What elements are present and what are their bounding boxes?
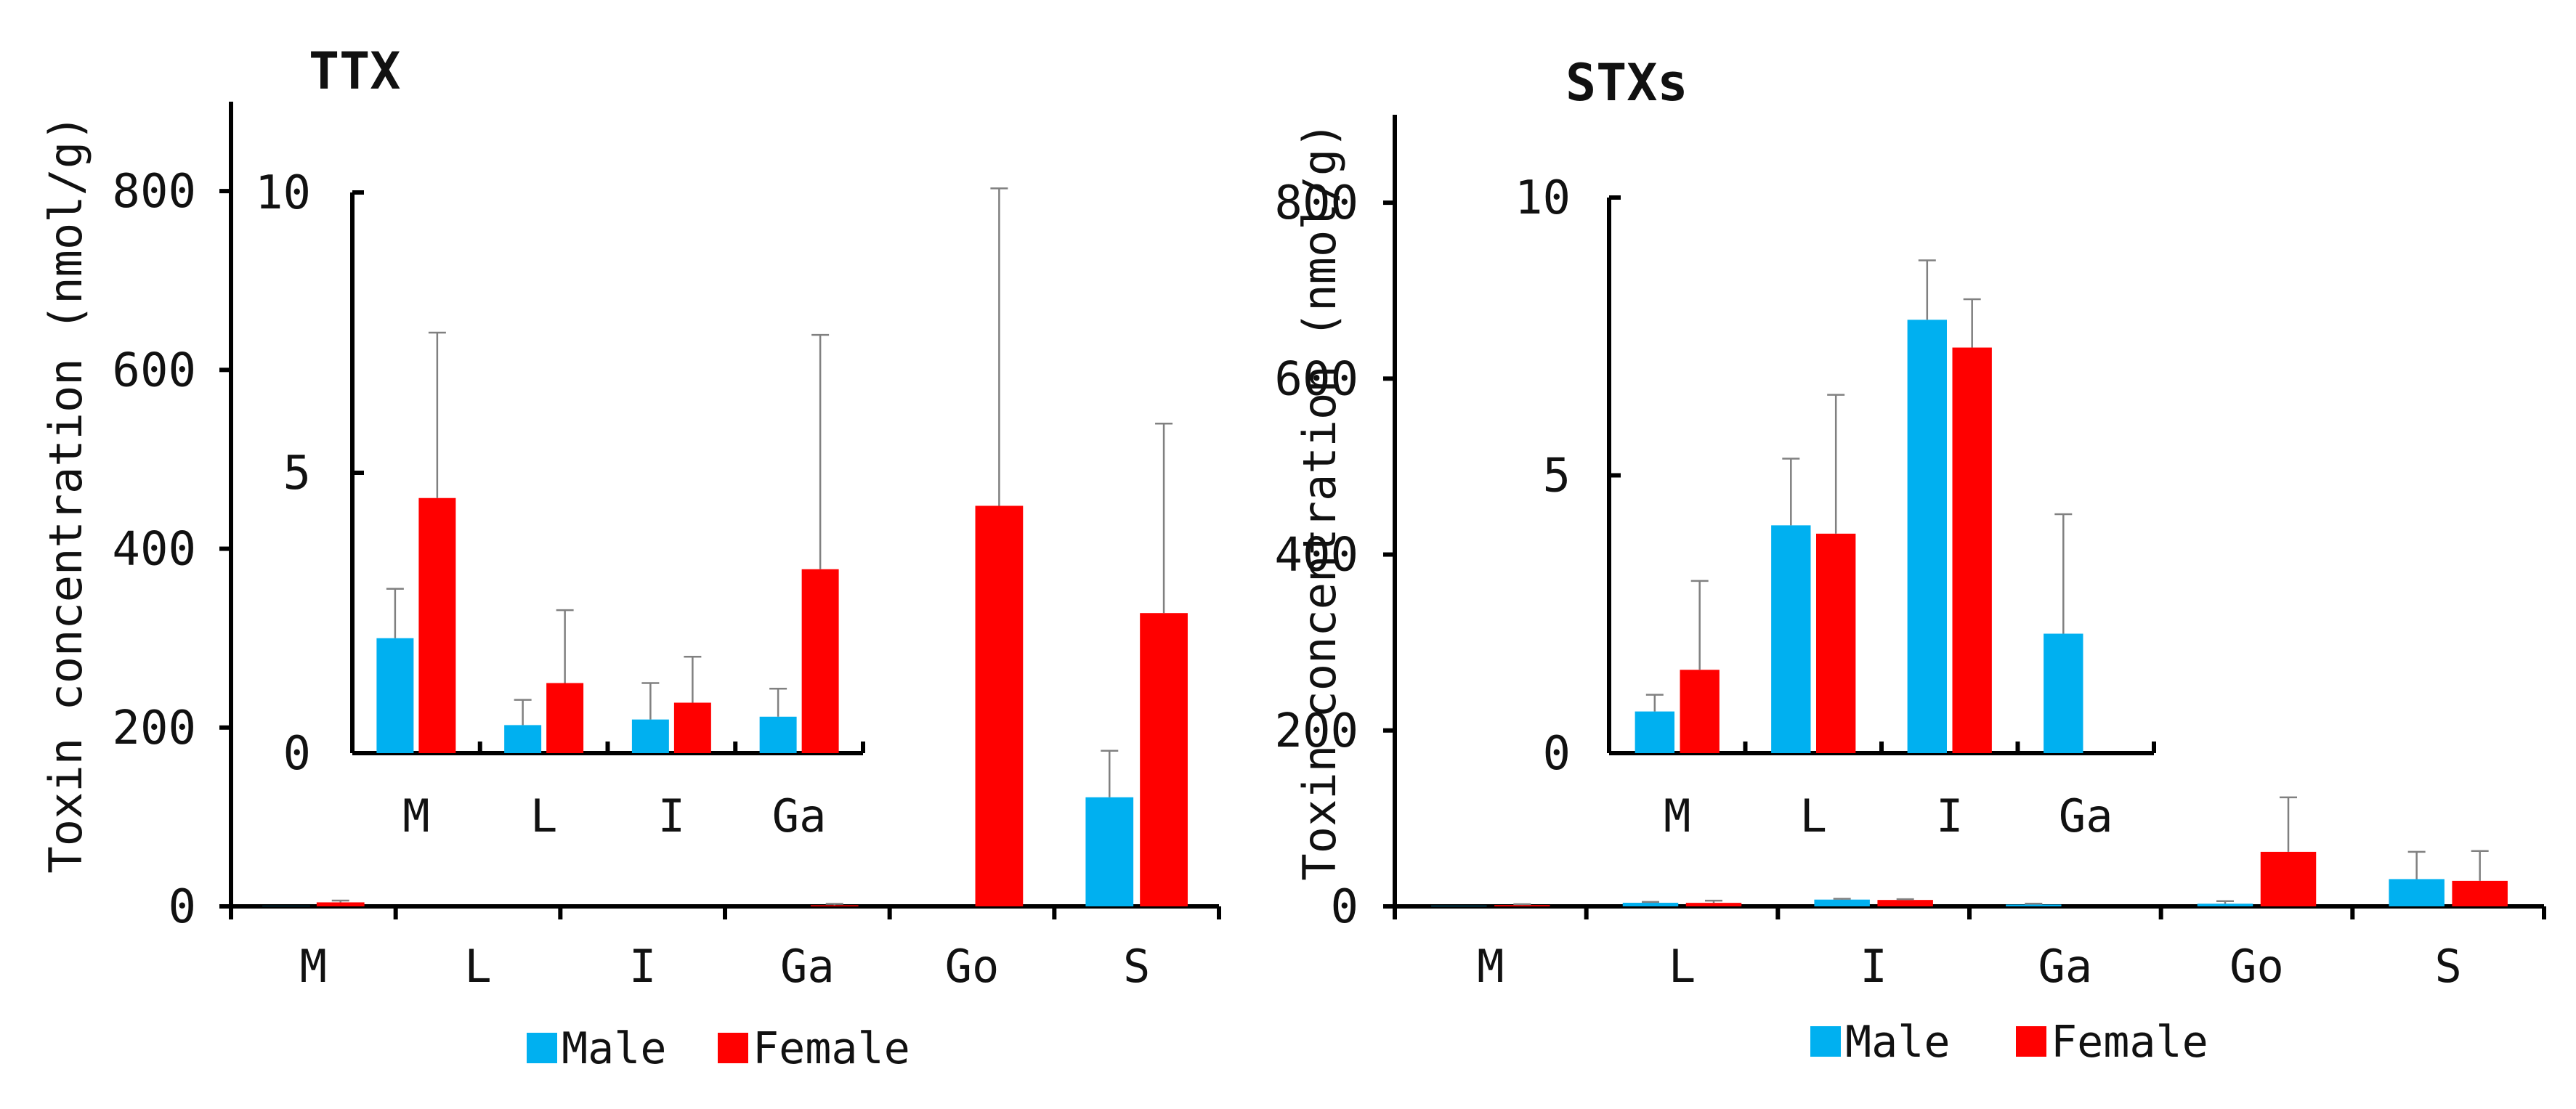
- stx-inset-bar-female: [1953, 348, 1992, 753]
- stx-bar-female: [2261, 852, 2316, 906]
- stx-y-tick-label: 600: [1274, 352, 1358, 406]
- stx-chart-title: STXs: [1566, 53, 1688, 113]
- ttx-y-tick-label: 0: [168, 880, 196, 934]
- stx-y-tick-label: 800: [1274, 176, 1358, 230]
- stx-y-tick-label: 400: [1274, 529, 1358, 582]
- ttx-inset-x-tick-label: L: [530, 789, 557, 842]
- ttx-inset-bar-female: [418, 498, 455, 753]
- stx-inset-y-tick-label: 10: [1515, 171, 1571, 225]
- stx-y-tick-label: 200: [1274, 704, 1358, 758]
- stx-inset-bar-female: [1680, 670, 1720, 753]
- stx-legend-female-label: Female: [2051, 1017, 2208, 1068]
- ttx-legend-male-label: Male: [562, 1023, 667, 1074]
- ttx-bar-female: [317, 902, 365, 906]
- stx-bar-male: [2389, 879, 2444, 906]
- stx-inset-y-tick-label: 0: [1542, 727, 1571, 781]
- ttx-inset-x-tick-label: M: [402, 789, 429, 842]
- stx-bar-male: [2198, 903, 2253, 906]
- stx-bar-female: [1494, 905, 1550, 906]
- stx-x-tick-label: Go: [2229, 940, 2284, 993]
- stx-inset-x-tick-label: Ga: [2059, 789, 2113, 842]
- stx-inset-x-tick-label: M: [1664, 789, 1690, 842]
- ttx-x-tick-label: L: [464, 940, 491, 993]
- stx-bar-male: [1623, 903, 1678, 906]
- stx-inset-bar-male: [1771, 525, 1810, 753]
- stx-inset: 0 5 10 M L I Ga: [1515, 171, 2154, 842]
- ttx-inset-bar-female: [674, 703, 711, 753]
- stx-legend-female-swatch: [2016, 1026, 2046, 1057]
- ttx-y-axis-label: Toxin concentration (nmol/g): [39, 114, 92, 873]
- stx-inset-bar-male: [1908, 320, 1947, 753]
- stx-inset-y-tick-label: 5: [1542, 450, 1571, 503]
- ttx-inset-x-tick-label: I: [658, 789, 685, 842]
- stx-legend-male-swatch: [1810, 1026, 1841, 1057]
- ttx-inset-bar-female: [546, 683, 583, 754]
- stx-x-tick-label: S: [2435, 940, 2462, 993]
- ttx-x-tick-label: Ga: [780, 940, 835, 993]
- ttx-x-tick-label: S: [1123, 940, 1150, 993]
- ttx-inset-bar-male: [760, 717, 797, 753]
- ttx-inset-bar-male: [632, 720, 669, 753]
- stx-y-axis-label: Toxin concentration (nmol/g): [1293, 121, 1346, 880]
- stx-inset-bar-female: [1816, 534, 1855, 753]
- ttx-legend-female-swatch: [718, 1033, 748, 1063]
- ttx-inset-x-tick-label: Ga: [772, 789, 827, 842]
- ttx-y-tick-label: 800: [112, 165, 196, 219]
- stx-inset-x-tick-label: I: [1936, 789, 1963, 842]
- ttx-x-tick-label: Go: [945, 940, 1000, 993]
- ttx-y-tick-label: 400: [112, 523, 196, 577]
- ttx-inset-y-tick-label: 0: [283, 727, 311, 781]
- stx-bar-female: [1686, 903, 1741, 906]
- ttx-x-tick-label: M: [300, 940, 327, 993]
- ttx-y-tick-label: 200: [112, 702, 196, 755]
- ttx-bar-male: [1085, 797, 1133, 906]
- stx-inset-bar-male: [1635, 712, 1674, 753]
- stx-y-tick-label: 0: [1330, 880, 1358, 934]
- ttx-y-tick-label: 600: [112, 344, 196, 397]
- ttx-inset-bar-female: [802, 569, 839, 753]
- ttx-inset-bar-male: [376, 638, 413, 753]
- ttx-bar-female: [1140, 613, 1188, 906]
- ttx-legend-female-label: Female: [753, 1023, 910, 1074]
- ttx-inset: 0 5 10 M L I Ga: [255, 166, 863, 842]
- ttx-x-tick-label: I: [629, 940, 656, 993]
- stx-x-tick-label: M: [1477, 940, 1504, 993]
- stx-x-tick-label: I: [1860, 940, 1887, 993]
- stx-inset-bar-male: [2044, 634, 2083, 753]
- ttx-bar-female: [811, 905, 859, 906]
- stx-legend-male-label: Male: [1845, 1017, 1951, 1068]
- ttx-legend-male-swatch: [527, 1033, 557, 1063]
- stx-inset-x-tick-label: L: [1800, 789, 1827, 842]
- ttx-bar-female: [976, 505, 1024, 906]
- stx-bar-female: [2452, 881, 2507, 906]
- ttx-inset-y-tick-label: 5: [283, 447, 311, 500]
- stx-bar-male: [2006, 904, 2061, 906]
- ttx-chart-title: TTX: [309, 41, 400, 101]
- stx-legend: Male Female: [1810, 1017, 2208, 1068]
- stx-bar-female: [1877, 900, 1932, 906]
- stx-x-tick-label: Ga: [2038, 940, 2093, 993]
- ttx-inset-bar-male: [504, 725, 541, 753]
- stx-x-tick-label: L: [1669, 940, 1696, 993]
- ttx-legend: Male Female: [527, 1023, 910, 1074]
- ttx-inset-y-tick-label: 10: [255, 166, 311, 220]
- stx-bar-male: [1814, 900, 1869, 906]
